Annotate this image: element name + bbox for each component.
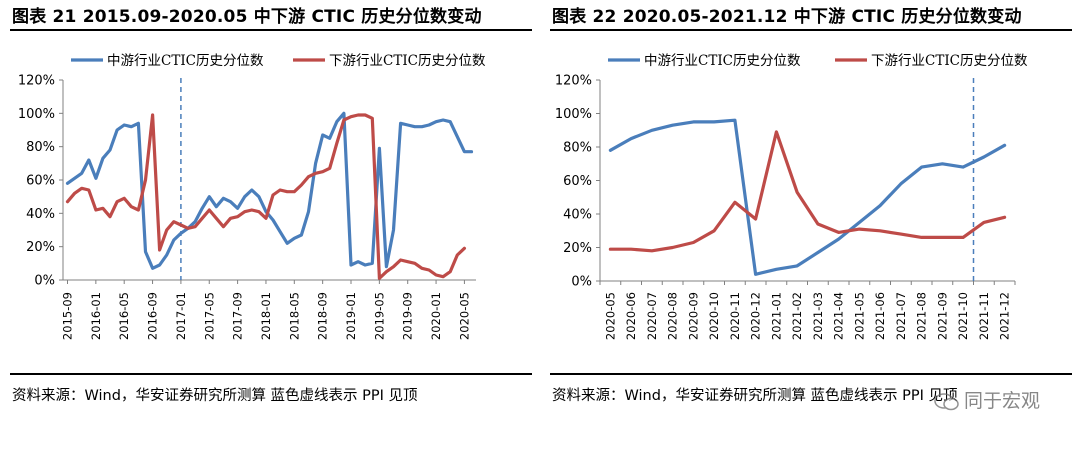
figure-title: 图表 22 2020.05-2021.12 中下游 CTIC 历史分位数变动 [552, 7, 1022, 27]
series-line-midstream [65, 111, 474, 270]
figure-title: 图表 21 2015.09-2020.05 中下游 CTIC 历史分位数变动 [12, 7, 482, 27]
source-note: 资料来源：Wind，华安证券研究所测算 蓝色虚线表示 PPI 见顶 [552, 388, 958, 404]
x-tick-label: 2019-01 [344, 292, 358, 340]
chart-panel-right: 图表 22 2020.05-2021.12 中下游 CTIC 历史分位数变动 0… [540, 0, 1080, 449]
x-tick-label: 2019-09 [401, 292, 415, 340]
y-tick-label: 40% [563, 208, 592, 223]
wechat-icon [934, 392, 959, 410]
series-line-downstream [65, 113, 466, 280]
x-tick-label: 2021-04 [832, 292, 846, 340]
x-tick-label: 2020-07 [645, 292, 659, 340]
x-tick-label: 2016-05 [117, 292, 131, 340]
x-tick-label: 2020-08 [666, 292, 680, 340]
x-tick-label: 2021-10 [956, 292, 970, 340]
y-tick-label: 60% [26, 174, 55, 189]
y-tick-label: 20% [26, 240, 55, 255]
x-tick-label: 2021-09 [935, 292, 949, 340]
y-tick-label: 100% [18, 107, 55, 122]
y-tick-label: 40% [26, 207, 55, 222]
legend-label: 中游行业CTIC历史分位数 [644, 53, 801, 69]
x-tick-label: 2020-06 [624, 292, 638, 340]
legend-label: 中游行业CTIC历史分位数 [107, 53, 264, 69]
x-tick-label: 2021-07 [894, 292, 908, 340]
legend-label: 下游行业CTIC历史分位数 [871, 53, 1028, 69]
x-tick-label: 2020-05 [603, 292, 617, 340]
y-tick-label: 20% [563, 241, 592, 256]
y-tick-label: 80% [563, 141, 592, 156]
y-tick-label: 60% [563, 174, 592, 189]
x-tick-label: 2021-03 [811, 292, 825, 340]
legend-label: 下游行业CTIC历史分位数 [329, 53, 486, 69]
y-tick-label: 120% [555, 74, 592, 89]
y-tick-label: 0% [571, 275, 592, 290]
x-tick-label: 2021-05 [852, 292, 866, 340]
series-line-midstream [608, 118, 1007, 276]
x-tick-label: 2020-09 [686, 292, 700, 340]
x-tick-label: 2021-01 [769, 292, 783, 340]
title-rule [10, 29, 532, 31]
line-chart-left: 0% 20% 40% 60% 80% 100% 120% 2015-09 2016-01 2016… [18, 53, 486, 340]
x-tick-label: 2018-09 [316, 292, 330, 340]
x-tick-label: 2021-02 [790, 292, 804, 340]
series-line-downstream [608, 130, 1007, 253]
x-tick-label: 2017-09 [231, 292, 245, 340]
x-tick-label: 2015-09 [61, 292, 75, 340]
y-tick-label: 120% [18, 74, 55, 89]
x-tick-label: 2016-01 [89, 292, 103, 340]
source-rule [550, 373, 1072, 375]
watermark: 同于宏观 [934, 386, 1040, 413]
x-tick-label: 2021-06 [873, 292, 887, 340]
x-tick-label: 2020-01 [429, 292, 443, 340]
x-tick-label: 2020-12 [749, 292, 763, 340]
x-tick-label: 2020-05 [457, 292, 471, 340]
y-tick-label: 100% [555, 107, 592, 122]
title-rule [550, 29, 1072, 31]
x-tick-label: 2021-11 [977, 292, 991, 340]
x-tick-label: 2021-08 [915, 292, 929, 340]
x-tick-label: 2018-01 [259, 292, 273, 340]
x-tick-label: 2018-05 [287, 292, 301, 340]
x-tick-label: 2017-01 [174, 292, 188, 340]
y-tick-label: 80% [26, 140, 55, 155]
x-tick-label: 2017-05 [202, 292, 216, 340]
x-tick-label: 2019-05 [372, 292, 386, 340]
x-tick-label: 2020-11 [728, 292, 742, 340]
chart-panel-left: 图表 21 2015.09-2020.05 中下游 CTIC 历史分位数变动 0… [10, 7, 532, 404]
x-tick-label: 2021-12 [998, 292, 1012, 340]
source-note: 资料来源：Wind，华安证券研究所测算 蓝色虚线表示 PPI 见顶 [12, 388, 418, 404]
x-tick-label: 2020-10 [707, 292, 721, 340]
y-tick-label: 0% [34, 274, 55, 289]
line-chart-right: 0% 20% 40% 60% 80% 100% 120% 2020-05 2020-06 2020… [555, 53, 1028, 340]
watermark-text: 同于宏观 [963, 390, 1040, 412]
source-rule [10, 373, 532, 375]
x-tick-label: 2016-09 [146, 292, 160, 340]
